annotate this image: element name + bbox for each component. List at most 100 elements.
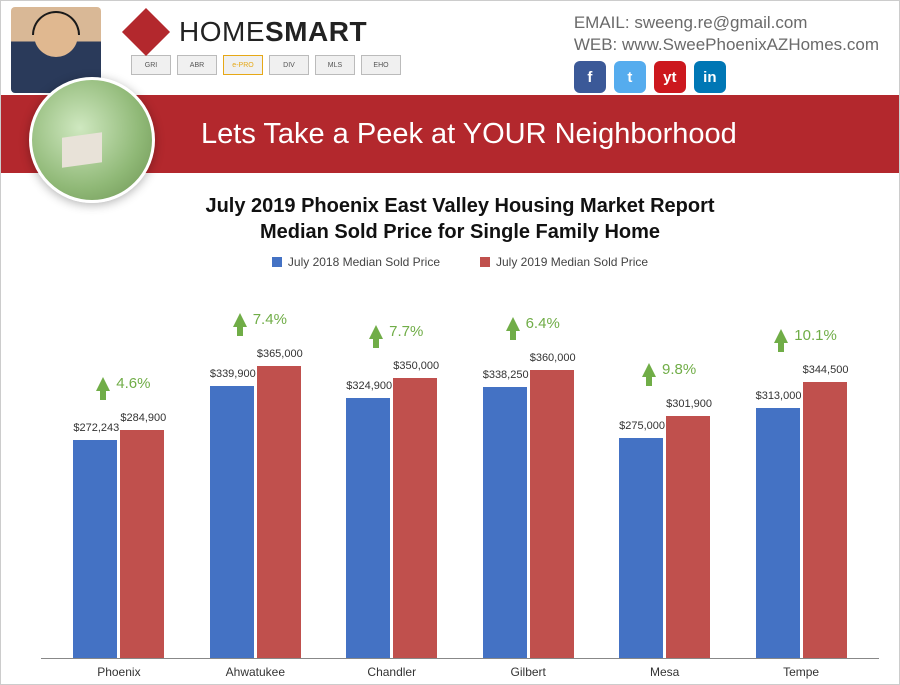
chart-group: 6.4%$338,250$360,000 [460, 338, 596, 658]
bar-value-label: $324,900 [346, 380, 390, 392]
legend-item-2018: July 2018 Median Sold Price [272, 255, 440, 269]
bar-2019: $350,000 [393, 378, 437, 658]
pct-change-annotation: 7.4% [200, 311, 320, 328]
cert-badge: ABR [177, 55, 217, 75]
cert-badge: EHO [361, 55, 401, 75]
pct-value: 9.8% [662, 361, 696, 378]
bar-value-label: $313,000 [756, 390, 800, 402]
arrow-up-icon [369, 325, 383, 339]
bar-value-label: $365,000 [257, 348, 301, 360]
bar-value-label: $339,900 [210, 368, 254, 380]
x-axis-label: Chandler [324, 665, 460, 679]
pct-value: 7.4% [253, 311, 287, 328]
chart-title-line2: Median Sold Price for Single Family Home [41, 219, 879, 245]
arrow-up-icon [506, 317, 520, 331]
chart-area: July 2019 Phoenix East Valley Housing Ma… [1, 173, 899, 683]
pct-change-annotation: 6.4% [473, 315, 593, 332]
social-row: f t yt in [574, 61, 879, 93]
chart-bars: 6.4%$338,250$360,000 [483, 338, 574, 658]
bar-2019: $284,900 [120, 430, 164, 658]
brand-name: HOMESMART [179, 16, 367, 48]
email-line: EMAIL: sweeng.re@gmail.com [574, 13, 879, 33]
chart-xlabels: PhoenixAhwatukeeChandlerGilbertMesaTempe [41, 659, 879, 679]
bar-2018: $324,900 [346, 398, 390, 658]
email-value: sweeng.re@gmail.com [634, 13, 807, 32]
chart-group: 7.4%$339,900$365,000 [187, 338, 323, 658]
chart-bars: 7.7%$324,900$350,000 [346, 338, 437, 658]
legend-label-2018: July 2018 Median Sold Price [288, 255, 440, 269]
chart-title: July 2019 Phoenix East Valley Housing Ma… [41, 193, 879, 245]
legend-item-2019: July 2019 Median Sold Price [480, 255, 648, 269]
bar-2019: $344,500 [803, 382, 847, 658]
x-axis-label: Gilbert [460, 665, 596, 679]
banner-text: Lets Take a Peek at YOUR Neighborhood [201, 118, 737, 151]
pct-change-annotation: 4.6% [63, 375, 183, 392]
chart-bars: 7.4%$339,900$365,000 [210, 338, 301, 658]
web-value: www.SweePhoenixAZHomes.com [622, 35, 879, 54]
chart-legend: July 2018 Median Sold Price July 2019 Me… [41, 255, 879, 269]
legend-swatch-2018 [272, 257, 282, 267]
pct-change-annotation: 9.8% [609, 361, 729, 378]
chart-bars: 10.1%$313,000$344,500 [756, 338, 847, 658]
chart-group: 7.7%$324,900$350,000 [324, 338, 460, 658]
bar-2018: $313,000 [756, 408, 800, 658]
chart-group: 9.8%$275,000$301,900 [597, 338, 733, 658]
certification-badges: GRI ABR e-PRO DIV MLS EHO [131, 55, 401, 75]
chart-group: 10.1%$313,000$344,500 [733, 338, 869, 658]
pct-change-annotation: 10.1% [746, 327, 866, 344]
legend-swatch-2019 [480, 257, 490, 267]
pct-value: 4.6% [116, 375, 150, 392]
email-label: EMAIL: [574, 13, 630, 32]
contact-block: EMAIL: sweeng.re@gmail.com WEB: www.Swee… [574, 13, 879, 93]
bar-value-label: $275,000 [619, 420, 663, 432]
x-axis-label: Phoenix [51, 665, 187, 679]
chart-plot: 4.6%$272,243$284,9007.4%$339,900$365,000… [41, 279, 879, 659]
x-axis-label: Mesa [597, 665, 733, 679]
pct-value: 6.4% [526, 315, 560, 332]
bar-2019: $365,000 [257, 366, 301, 658]
arrow-up-icon [642, 363, 656, 377]
bar-2018: $339,900 [210, 386, 254, 658]
banner: Lets Take a Peek at YOUR Neighborhood [1, 95, 899, 173]
bar-value-label: $350,000 [393, 360, 437, 372]
x-axis-label: Tempe [733, 665, 869, 679]
arrow-up-icon [96, 377, 110, 391]
bar-value-label: $338,250 [483, 369, 527, 381]
brand-logo: HOMESMART [121, 15, 401, 49]
chart-bars: 9.8%$275,000$301,900 [619, 338, 710, 658]
bar-2019: $360,000 [530, 370, 574, 658]
chart-group: 4.6%$272,243$284,900 [51, 338, 187, 658]
legend-label-2019: July 2019 Median Sold Price [496, 255, 648, 269]
bar-2018: $338,250 [483, 387, 527, 658]
bar-2018: $275,000 [619, 438, 663, 658]
bar-value-label: $360,000 [530, 352, 574, 364]
arrow-up-icon [774, 329, 788, 343]
linkedin-icon[interactable]: in [694, 61, 726, 93]
brand-logo-block: HOMESMART GRI ABR e-PRO DIV MLS EHO [121, 15, 401, 75]
cert-badge: MLS [315, 55, 355, 75]
chart-bars: 4.6%$272,243$284,900 [73, 338, 164, 658]
arrow-up-icon [233, 313, 247, 327]
web-label: WEB: [574, 35, 617, 54]
bar-value-label: $344,500 [803, 364, 847, 376]
bar-2019: $301,900 [666, 416, 710, 658]
brand-diamond-icon [122, 8, 170, 56]
bar-value-label: $284,900 [120, 412, 164, 424]
x-axis-label: Ahwatukee [187, 665, 323, 679]
youtube-icon[interactable]: yt [654, 61, 686, 93]
facebook-icon[interactable]: f [574, 61, 606, 93]
pct-change-annotation: 7.7% [336, 323, 456, 340]
twitter-icon[interactable]: t [614, 61, 646, 93]
pct-value: 10.1% [794, 327, 837, 344]
brand-thin: HOME [179, 16, 265, 47]
cert-badge: DIV [269, 55, 309, 75]
pct-value: 7.7% [389, 323, 423, 340]
bar-value-label: $301,900 [666, 398, 710, 410]
web-line: WEB: www.SweePhoenixAZHomes.com [574, 35, 879, 55]
header: HOMESMART GRI ABR e-PRO DIV MLS EHO EMAI… [1, 1, 899, 95]
chart-title-line1: July 2019 Phoenix East Valley Housing Ma… [41, 193, 879, 219]
bar-2018: $272,243 [73, 440, 117, 658]
brand-bold: SMART [265, 16, 367, 47]
cert-badge: e-PRO [223, 55, 263, 75]
cert-badge: GRI [131, 55, 171, 75]
